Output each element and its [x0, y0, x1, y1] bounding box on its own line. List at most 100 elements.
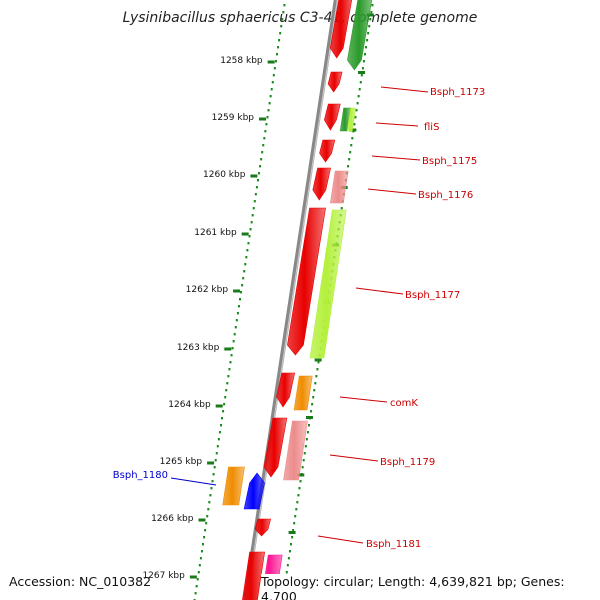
gene-label: Bsph_1175	[422, 156, 477, 167]
gene-label: fliS	[424, 122, 439, 133]
minor-tick	[288, 531, 296, 534]
gene-label-leader	[380, 86, 429, 93]
right-guide-dot	[317, 361, 320, 364]
left-guide-dot	[232, 340, 235, 343]
left-guide-dot	[194, 592, 197, 595]
right-guide-dot	[307, 424, 310, 427]
gene-label: Bsph_1173	[430, 87, 485, 98]
left-guide-dot	[260, 158, 263, 161]
left-guide-dot	[270, 88, 273, 91]
left-guide-dot	[263, 137, 266, 140]
left-guide-dot	[231, 347, 234, 350]
right-guide-dot	[356, 102, 359, 105]
left-guide-dot	[240, 291, 243, 294]
scale-tick	[224, 347, 232, 351]
right-guide-dot	[351, 137, 354, 140]
gene-arrow	[319, 139, 336, 163]
left-guide-dot	[205, 522, 208, 525]
right-guide-dot	[365, 46, 368, 49]
left-guide-dot	[281, 18, 284, 21]
gene-arrow	[287, 207, 326, 356]
left-guide-dot	[225, 389, 228, 392]
left-guide-dot	[197, 571, 200, 574]
right-guide-dot	[299, 480, 302, 483]
left-guide-dot	[274, 60, 277, 63]
left-guide-dot	[282, 11, 285, 14]
right-guide-dot	[370, 11, 373, 14]
left-guide-dot	[277, 46, 280, 49]
left-guide-dot	[234, 326, 237, 329]
left-guide-dot	[237, 305, 240, 308]
right-guide-dot	[368, 25, 371, 28]
left-guide-dot	[245, 256, 248, 259]
left-guide-dot	[233, 333, 236, 336]
scale-tick	[250, 174, 258, 178]
left-guide-dot	[211, 480, 214, 483]
gene-label-leader	[355, 287, 404, 295]
gene-arrow	[346, 107, 357, 132]
right-guide-dot	[348, 158, 351, 161]
gene-arrow	[242, 551, 265, 600]
right-guide-dot	[358, 88, 361, 91]
right-guide-dot	[297, 494, 300, 497]
right-guide-dot	[312, 396, 315, 399]
gene-arrow	[347, 0, 373, 71]
scale-label: 1258 kbp	[220, 56, 263, 66]
map-title: Lysinibacillus sphaericus C3-41, complet…	[122, 10, 478, 26]
left-guide-dot	[224, 396, 227, 399]
left-guide-dot	[216, 445, 219, 448]
left-guide-dot	[236, 312, 239, 315]
gene-arrow	[312, 167, 332, 201]
left-guide-dot	[206, 515, 209, 518]
gene-label: Bsph_1176	[418, 190, 473, 201]
right-guide-dot	[306, 431, 309, 434]
right-guide-dot	[371, 4, 374, 7]
right-guide-dot	[292, 529, 295, 532]
scale-label: 1259 kbp	[212, 113, 255, 123]
dotted-guides	[193, 4, 374, 600]
right-guide-dot	[290, 543, 293, 546]
right-guide-dot	[340, 207, 343, 210]
minor-tick	[297, 473, 305, 477]
left-guide-dot	[239, 298, 242, 301]
scale-label: 1261 kbp	[194, 228, 237, 238]
gene-arrow	[276, 372, 296, 408]
right-guide-dot	[305, 438, 308, 441]
gene-label-leader	[367, 188, 417, 195]
right-guide-dot	[302, 459, 305, 462]
left-guide-dot	[250, 221, 253, 224]
left-guide-dot	[249, 228, 252, 231]
right-guide-dot	[359, 81, 362, 84]
left-guide-dot	[227, 375, 230, 378]
gene-arrow	[309, 209, 347, 359]
left-guide-dot	[278, 39, 281, 42]
minor-tick	[305, 416, 313, 419]
gene-arrow	[243, 472, 265, 510]
minor-tick	[349, 128, 357, 132]
gene-label-leader	[329, 454, 379, 462]
right-guide-dot	[316, 368, 319, 371]
left-guide-dot	[269, 95, 272, 98]
right-guide-dot	[287, 557, 290, 560]
left-guide-dot	[275, 53, 278, 56]
left-guide-dot	[264, 130, 267, 133]
gene-arrow	[263, 417, 288, 478]
minor-tick	[358, 71, 366, 74]
scale-tick	[267, 60, 275, 64]
left-guide-dot	[228, 368, 231, 371]
scale-label: 1262 kbp	[186, 285, 229, 295]
left-guide-dot	[203, 536, 206, 539]
left-guide-dot	[243, 270, 246, 273]
right-guide-dot	[353, 123, 356, 126]
scale-tick	[207, 461, 215, 465]
right-guide-dot	[314, 382, 317, 385]
scale-tick	[241, 232, 249, 236]
gene-arrow	[222, 466, 245, 506]
left-guide-dot	[242, 277, 245, 280]
left-guide-dot	[262, 144, 265, 147]
left-guide-dot	[253, 200, 256, 203]
left-guide-dot	[196, 578, 199, 581]
right-guide-dot	[355, 109, 358, 112]
left-guide-dot	[221, 417, 224, 420]
right-guide-dot	[354, 116, 357, 119]
